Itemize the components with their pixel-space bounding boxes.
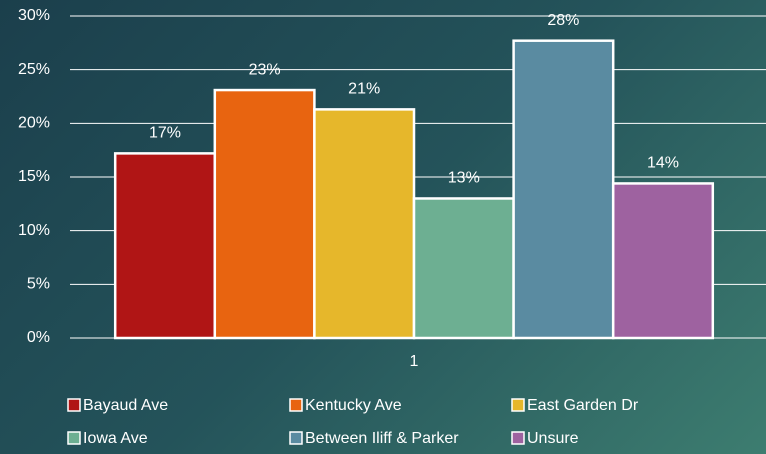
- bar: [213, 88, 316, 340]
- bar: [313, 108, 416, 340]
- y-tick-label: 30%: [18, 7, 50, 24]
- legend-label: Unsure: [527, 430, 579, 447]
- legend-label: East Garden Dr: [527, 397, 639, 414]
- y-tick-label: 15%: [18, 168, 50, 185]
- bar: [512, 39, 615, 340]
- legend-label: Kentucky Ave: [305, 397, 402, 414]
- data-label: 28%: [547, 12, 579, 29]
- legend-swatch: [511, 398, 525, 412]
- legend-swatch: [289, 398, 303, 412]
- bar: [412, 197, 515, 340]
- y-tick-label: 5%: [27, 276, 50, 293]
- legend-label: Bayaud Ave: [83, 397, 168, 414]
- x-tick-label: 1: [410, 353, 419, 370]
- data-label: 23%: [249, 61, 281, 78]
- legend-label: Between Iliff & Parker: [305, 430, 459, 447]
- y-tick-label: 25%: [18, 61, 50, 78]
- bar: [611, 182, 715, 340]
- legend-swatch: [67, 431, 81, 445]
- y-tick-label: 10%: [18, 222, 50, 239]
- legend-swatch: [289, 431, 303, 445]
- y-tick-label: 20%: [18, 115, 50, 132]
- data-label: 17%: [149, 125, 181, 142]
- data-label: 21%: [348, 81, 380, 98]
- legend-label: Iowa Ave: [83, 430, 148, 447]
- bar: [113, 152, 217, 340]
- legend-swatch: [511, 431, 525, 445]
- data-label: 13%: [448, 170, 480, 187]
- legend-swatch: [67, 398, 81, 412]
- data-label: 14%: [647, 155, 679, 172]
- y-tick-label: 0%: [27, 329, 50, 346]
